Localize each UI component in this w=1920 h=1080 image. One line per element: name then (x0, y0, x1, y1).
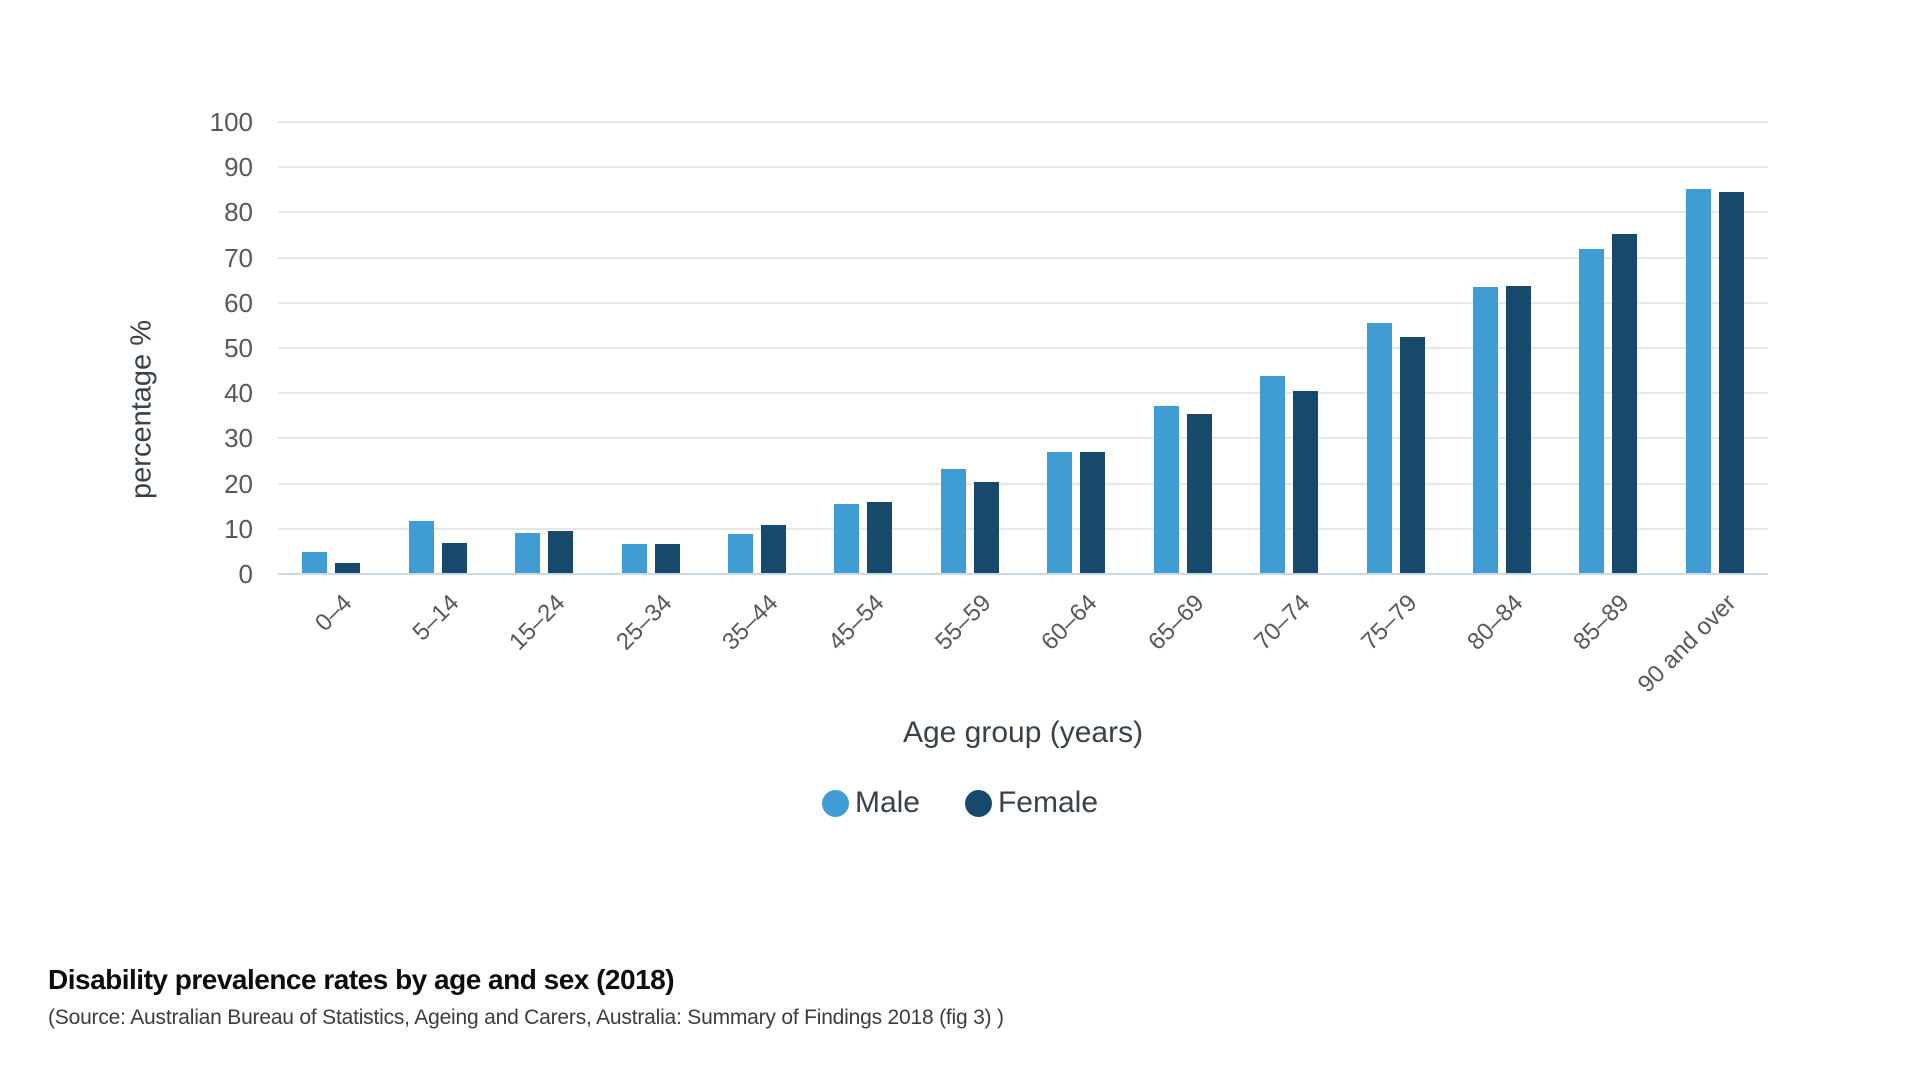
bar-male-8 (1047, 451, 1073, 573)
y-tick-label-0: 0 (238, 559, 253, 589)
bar-male-5 (727, 534, 753, 573)
bar-female-14 (1718, 192, 1744, 573)
bar-female-2 (441, 543, 467, 573)
x-category-label-13: 85–89 (1568, 589, 1635, 656)
bar-female-13 (1612, 234, 1638, 573)
bar-male-3 (515, 533, 541, 573)
x-category-label-11: 75–79 (1355, 589, 1422, 656)
bar-female-10 (1293, 391, 1319, 573)
x-category-label-8: 60–64 (1036, 589, 1103, 656)
bar-male-4 (621, 543, 647, 573)
y-tick-label-70: 70 (224, 242, 253, 273)
legend: Male Female (660, 785, 1260, 821)
plot-area: 0 10 20 30 40 50 60 70 80 90 100 0–4 5–14 15–24 25–34 3… (210, 109, 1768, 698)
y-tick-label-80: 80 (224, 197, 253, 228)
gridline-10 (278, 527, 1768, 530)
bar-male-2 (408, 520, 434, 573)
bar-female-7 (973, 482, 999, 573)
gridline-40 (278, 392, 1768, 395)
gridline-30 (278, 437, 1768, 440)
bar-male-1 (302, 552, 328, 573)
x-category-label-2: 5–14 (407, 589, 465, 647)
bar-male-12 (1472, 287, 1498, 573)
gridline-80 (278, 211, 1768, 214)
bar-female-3 (548, 531, 574, 573)
legend-label-male: Male (854, 786, 920, 819)
x-category-label-3: 15–24 (504, 589, 571, 656)
legend-label-female: Female (997, 786, 1099, 819)
x-category-label-12: 80–84 (1462, 589, 1529, 656)
caption-title: Disability prevalence rates by age and s… (48, 964, 675, 995)
x-category-label-4: 25–34 (610, 589, 677, 656)
bar-female-11 (1399, 337, 1425, 573)
x-axis-line (278, 573, 1768, 575)
y-tick-label-60: 60 (224, 287, 253, 318)
bar-male-7 (940, 469, 966, 573)
y-tick-label-40: 40 (224, 378, 253, 409)
legend-item-female: Female (964, 786, 1099, 820)
bar-male-10 (1260, 375, 1286, 573)
bar-female-4 (654, 543, 680, 573)
y-tick-label-10: 10 (224, 513, 253, 544)
gridline-70 (278, 256, 1768, 259)
bar-female-8 (1080, 451, 1106, 573)
bar-male-9 (1153, 406, 1179, 573)
caption: Disability prevalence rates by age and s… (48, 963, 1004, 1031)
x-category-label-9: 65–69 (1142, 589, 1210, 656)
bar-male-6 (834, 503, 860, 573)
bar-female-6 (867, 501, 893, 573)
x-category-label-14: 90 and over (1632, 589, 1742, 699)
bar-female-9 (1186, 414, 1212, 573)
gridline-20 (278, 482, 1768, 485)
gridline-100 (278, 121, 1768, 124)
y-tick-label-30: 30 (224, 423, 253, 454)
caption-source: (Source: Australian Bureau of Statistics… (48, 1006, 1004, 1029)
legend-item-male: Male (821, 786, 920, 820)
bar-female-1 (335, 562, 361, 573)
y-tick-label-90: 90 (224, 152, 253, 183)
bar-male-13 (1579, 249, 1605, 573)
x-category-label-7: 55–59 (929, 589, 997, 656)
gridline-60 (278, 301, 1768, 304)
x-category-label-1: 0–4 (310, 589, 358, 637)
y-tick-label-50: 50 (224, 333, 253, 363)
y-tick-label-100: 100 (209, 107, 253, 137)
gridline-90 (278, 166, 1768, 169)
bar-male-11 (1366, 323, 1392, 573)
legend-marker-male-icon (821, 789, 849, 817)
bar-male-14 (1685, 188, 1711, 573)
legend-marker-female-icon (964, 789, 992, 817)
x-category-label-6: 45–54 (823, 589, 890, 656)
x-axis-title: Age group (years) (902, 716, 1144, 749)
y-tick-label-20: 20 (224, 468, 253, 499)
x-category-label-5: 35–44 (717, 589, 784, 656)
bar-female-12 (1505, 286, 1531, 573)
x-category-label-10: 70–74 (1249, 589, 1316, 656)
bar-female-5 (760, 525, 786, 573)
gridline-50 (278, 347, 1768, 349)
